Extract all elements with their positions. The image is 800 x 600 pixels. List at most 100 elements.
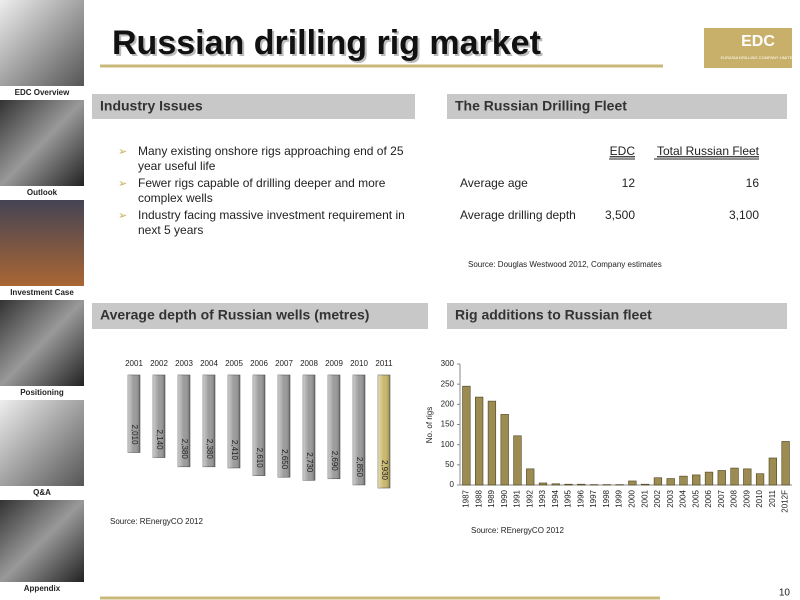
section-header (92, 94, 415, 119)
bar-shade (328, 375, 340, 479)
x-tick-label: 2010 (350, 359, 368, 368)
x-tick-label: 2005 (225, 359, 243, 368)
bar-shade (128, 375, 140, 453)
x-tick-label: 2004 (200, 359, 218, 368)
photo (0, 100, 84, 186)
bar (475, 396, 484, 486)
x-tick-label: 2007 (717, 489, 726, 507)
x-tick-label: 2011 (768, 489, 777, 507)
bar-shade (253, 375, 265, 476)
logo-subtitle: EURASIA DRILLING COMPANY LIMITED (721, 55, 796, 60)
bullet-text: Many existing onshore rigs approaching e… (138, 144, 404, 158)
data-label: 2,380 (180, 439, 189, 460)
x-tick-label: 1990 (500, 489, 509, 507)
bar (641, 483, 650, 486)
x-tick-label: 1987 (461, 489, 470, 507)
section-title: Average depth of Russian wells (metres) (100, 307, 369, 323)
data-label: 2,730 (305, 452, 314, 473)
row-label: Average drilling depth (460, 208, 576, 222)
bar (513, 435, 522, 486)
nav-item[interactable]: Investment Case (10, 288, 74, 297)
y-axis-label: No. of rigs (425, 407, 434, 443)
bullet-icon: ➢ (118, 178, 127, 190)
bullet-text: Industry facing massive investment requi… (138, 208, 405, 222)
bar (755, 473, 765, 486)
nav-item[interactable]: Q&A (33, 488, 51, 497)
x-tick-label: 2007 (275, 359, 293, 368)
x-tick-label: 2009 (742, 489, 751, 507)
x-tick-label: 2001 (640, 489, 649, 507)
bar (743, 468, 752, 486)
nav-item[interactable]: Outlook (27, 188, 58, 197)
cell: 3,500 (605, 208, 635, 222)
data-label: 2,610 (255, 448, 264, 469)
x-tick-label: 2002 (653, 489, 662, 507)
x-tick-label: 1989 (487, 489, 496, 507)
x-tick-label: 2008 (730, 489, 739, 507)
bar (500, 414, 509, 486)
section-title: The Russian Drilling Fleet (455, 98, 627, 114)
x-tick-label: 1996 (576, 489, 585, 507)
column-header: Total Russian Fleet (657, 144, 760, 158)
bar (666, 478, 675, 486)
x-tick-label: 2010 (755, 489, 764, 507)
section-title: Rig additions to Russian fleet (455, 307, 652, 323)
data-label: 2,410 (230, 440, 239, 461)
row-label: Average age (460, 176, 528, 190)
x-tick-label: 1992 (525, 489, 534, 507)
x-tick-label: 2004 (679, 489, 688, 507)
section-title: Industry Issues (100, 98, 203, 114)
bullet-text: year useful life (138, 159, 216, 173)
bullets: ➢ Many existing onshore rigs approaching… (118, 144, 405, 237)
bar (704, 471, 714, 486)
x-tick-label: 2006 (250, 359, 268, 368)
logo-name: EDC (741, 33, 775, 50)
bar (577, 483, 586, 486)
x-tick-label: 2008 (300, 359, 318, 368)
bar (679, 475, 688, 486)
x-tick-label: 1999 (615, 489, 624, 507)
data-label: 2,380 (205, 439, 214, 460)
data-label: 2,850 (355, 457, 364, 478)
logo (704, 28, 792, 68)
bullet-text: Fewer rigs capable of drilling deeper an… (138, 176, 386, 190)
source: Source: Douglas Westwood 2012, Company e… (468, 260, 662, 269)
bar (487, 400, 497, 486)
x-tick-label: 2000 (627, 489, 636, 507)
bar (564, 483, 573, 486)
cell: 12 (622, 176, 636, 190)
title-shadow: Russian drilling rig market (114, 26, 543, 64)
bar (768, 457, 777, 486)
nav-item[interactable]: Appendix (24, 584, 61, 593)
photo (0, 400, 84, 486)
section-header (447, 94, 787, 119)
photo (0, 300, 84, 386)
bar (781, 441, 790, 486)
bar-shade (153, 375, 165, 458)
cell: 16 (746, 176, 760, 190)
bar-shade (303, 375, 315, 481)
bar (526, 468, 535, 486)
source: Source: REnergyCO 2012 (110, 517, 203, 526)
nav-item[interactable]: EDC Overview (15, 88, 70, 97)
x-tick-label: 2002 (150, 359, 168, 368)
section-header (447, 303, 787, 329)
y-tick-label: 250 (441, 379, 455, 388)
column-header: EDC (610, 144, 636, 158)
photo (0, 0, 84, 86)
bullet-text: next 5 years (138, 223, 203, 237)
bar (462, 385, 471, 486)
y-tick-label: 150 (441, 420, 455, 429)
x-tick-label: 1994 (551, 489, 560, 507)
bar (717, 470, 726, 486)
nav-item[interactable]: Positioning (20, 388, 64, 397)
x-tick-label: 1995 (564, 489, 573, 507)
sidebar: EDC Overview Outlook Investment Case Pos… (0, 0, 84, 593)
bar-shade (278, 375, 290, 478)
x-tick-label: 2012F (781, 490, 790, 513)
x-tick-label: 2009 (325, 359, 343, 368)
x-tick-label: 2003 (175, 359, 193, 368)
bullet-icon: ➢ (118, 210, 127, 222)
data-label: 2,140 (155, 430, 164, 451)
